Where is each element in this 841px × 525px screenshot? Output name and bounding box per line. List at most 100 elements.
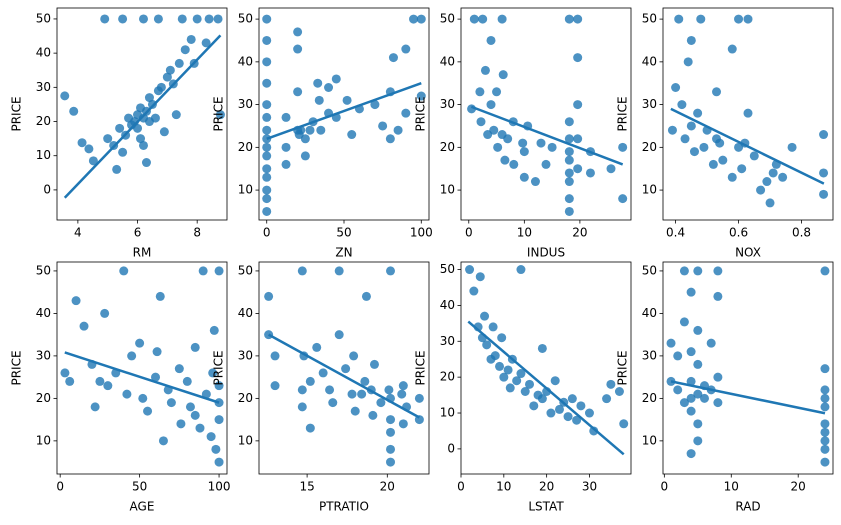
y-tick-label: 50 xyxy=(642,12,657,26)
point xyxy=(500,155,510,165)
point xyxy=(693,419,703,429)
point xyxy=(715,138,725,148)
point xyxy=(79,321,89,331)
point xyxy=(386,444,396,454)
point xyxy=(376,398,386,408)
axes-frame xyxy=(460,7,632,221)
point xyxy=(509,159,519,169)
point xyxy=(262,151,272,161)
point xyxy=(768,168,778,178)
x-tick-label: 20 xyxy=(380,480,395,494)
y-tick-label: 20 xyxy=(238,391,253,405)
x-tick-label: 0.4 xyxy=(666,226,685,240)
point xyxy=(95,376,105,386)
point xyxy=(573,53,583,63)
point xyxy=(490,351,500,361)
x-tick-label: 15 xyxy=(299,480,314,494)
y-tick-label: 10 xyxy=(440,183,455,197)
point xyxy=(475,272,485,282)
x-tick-label: 20 xyxy=(539,480,554,494)
point xyxy=(213,14,223,24)
point xyxy=(262,112,272,122)
axes-frame xyxy=(460,261,632,475)
point xyxy=(133,123,143,133)
y-tick-label: 20 xyxy=(642,140,657,154)
point xyxy=(305,125,315,135)
point xyxy=(820,266,830,276)
point xyxy=(318,368,328,378)
point xyxy=(686,35,696,45)
point xyxy=(325,385,335,395)
y-axis-label: PRICE xyxy=(10,96,24,131)
y-tick-label: 40 xyxy=(440,54,455,68)
point xyxy=(60,91,70,101)
y-tick-label: 10 xyxy=(642,183,657,197)
point xyxy=(270,381,280,391)
point xyxy=(693,325,703,335)
point xyxy=(103,134,113,144)
point xyxy=(77,138,87,148)
point xyxy=(696,14,706,24)
point xyxy=(686,376,696,386)
y-tick-label: 50 xyxy=(440,262,455,276)
point xyxy=(530,177,540,187)
point xyxy=(820,436,830,446)
point xyxy=(305,423,315,433)
y-tick-label: 30 xyxy=(642,97,657,111)
point xyxy=(820,393,830,403)
point xyxy=(492,87,502,97)
point xyxy=(262,57,272,67)
point xyxy=(673,385,683,395)
point xyxy=(347,389,357,399)
point xyxy=(71,296,81,306)
point xyxy=(262,142,272,152)
point xyxy=(686,287,696,297)
point xyxy=(360,376,370,386)
point xyxy=(564,117,574,127)
point xyxy=(138,393,148,403)
point xyxy=(679,317,689,327)
point xyxy=(713,266,723,276)
point xyxy=(190,342,200,352)
point xyxy=(215,110,225,120)
point xyxy=(144,93,154,103)
y-tick-label: 30 xyxy=(238,97,253,111)
point xyxy=(516,265,526,275)
point xyxy=(618,194,628,204)
point xyxy=(398,381,408,391)
point xyxy=(573,14,583,24)
point xyxy=(475,87,485,97)
subplot: 0 10 20 30 0 10 20 30 40 50 LSTAT PRICE xyxy=(414,261,632,514)
axes-frame xyxy=(56,261,228,475)
point xyxy=(349,351,359,361)
point xyxy=(185,402,195,412)
point xyxy=(262,14,272,24)
point xyxy=(384,385,394,395)
point xyxy=(819,130,829,140)
point xyxy=(214,415,224,425)
y-tick-label: 30 xyxy=(642,348,657,362)
point xyxy=(488,322,498,332)
point xyxy=(708,159,718,169)
point xyxy=(572,415,582,425)
point xyxy=(119,266,129,276)
point xyxy=(564,168,574,178)
point xyxy=(334,330,344,340)
point xyxy=(416,14,426,24)
point xyxy=(324,83,334,92)
point xyxy=(378,121,388,131)
point xyxy=(159,127,169,137)
point xyxy=(214,381,224,391)
point xyxy=(713,291,723,301)
point xyxy=(674,14,684,24)
point xyxy=(300,151,310,161)
x-tick-label: 100 xyxy=(208,480,231,494)
point xyxy=(60,368,70,378)
point xyxy=(135,338,145,348)
point xyxy=(341,364,351,374)
y-tick-label: 20 xyxy=(36,391,51,405)
point xyxy=(820,444,830,454)
x-axis-label: LSTAT xyxy=(528,500,564,514)
point xyxy=(369,359,379,369)
point xyxy=(209,325,219,335)
